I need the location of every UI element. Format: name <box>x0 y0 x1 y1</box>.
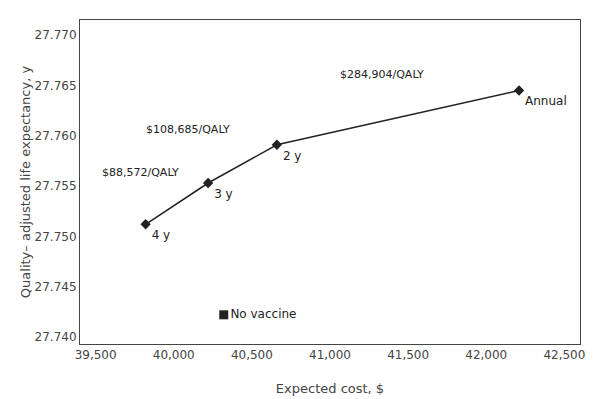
svg-text:4 y: 4 y <box>152 228 171 242</box>
svg-text:41,000: 41,000 <box>309 348 351 362</box>
svg-text:42,000: 42,000 <box>465 348 507 362</box>
svg-text:40,500: 40,500 <box>231 348 273 362</box>
svg-text:27.740: 27.740 <box>35 330 77 344</box>
svg-text:39,500: 39,500 <box>75 348 117 362</box>
svg-text:Expected cost, $: Expected cost, $ <box>276 381 384 396</box>
svg-text:41,500: 41,500 <box>387 348 429 362</box>
svg-text:$108,685/QALY: $108,685/QALY <box>146 123 230 136</box>
svg-text:Annual: Annual <box>525 94 567 108</box>
svg-text:27.745: 27.745 <box>35 280 77 294</box>
svg-text:$284,904/QALY: $284,904/QALY <box>340 68 424 81</box>
svg-text:40,000: 40,000 <box>153 348 195 362</box>
svg-text:27.750: 27.750 <box>35 230 77 244</box>
svg-text:$88,572/QALY: $88,572/QALY <box>102 166 179 179</box>
svg-text:27.770: 27.770 <box>35 28 77 42</box>
svg-text:27.755: 27.755 <box>35 179 77 193</box>
svg-text:27.765: 27.765 <box>35 79 77 93</box>
svg-text:2 y: 2 y <box>283 149 302 163</box>
svg-text:3 y: 3 y <box>214 187 233 201</box>
svg-text:42,500: 42,500 <box>543 348 585 362</box>
svg-text:No vaccine: No vaccine <box>230 307 296 321</box>
svg-text:Quality– adjusted life expecta: Quality– adjusted life expectancy, y <box>18 66 33 299</box>
svg-text:27.760: 27.760 <box>35 129 77 143</box>
